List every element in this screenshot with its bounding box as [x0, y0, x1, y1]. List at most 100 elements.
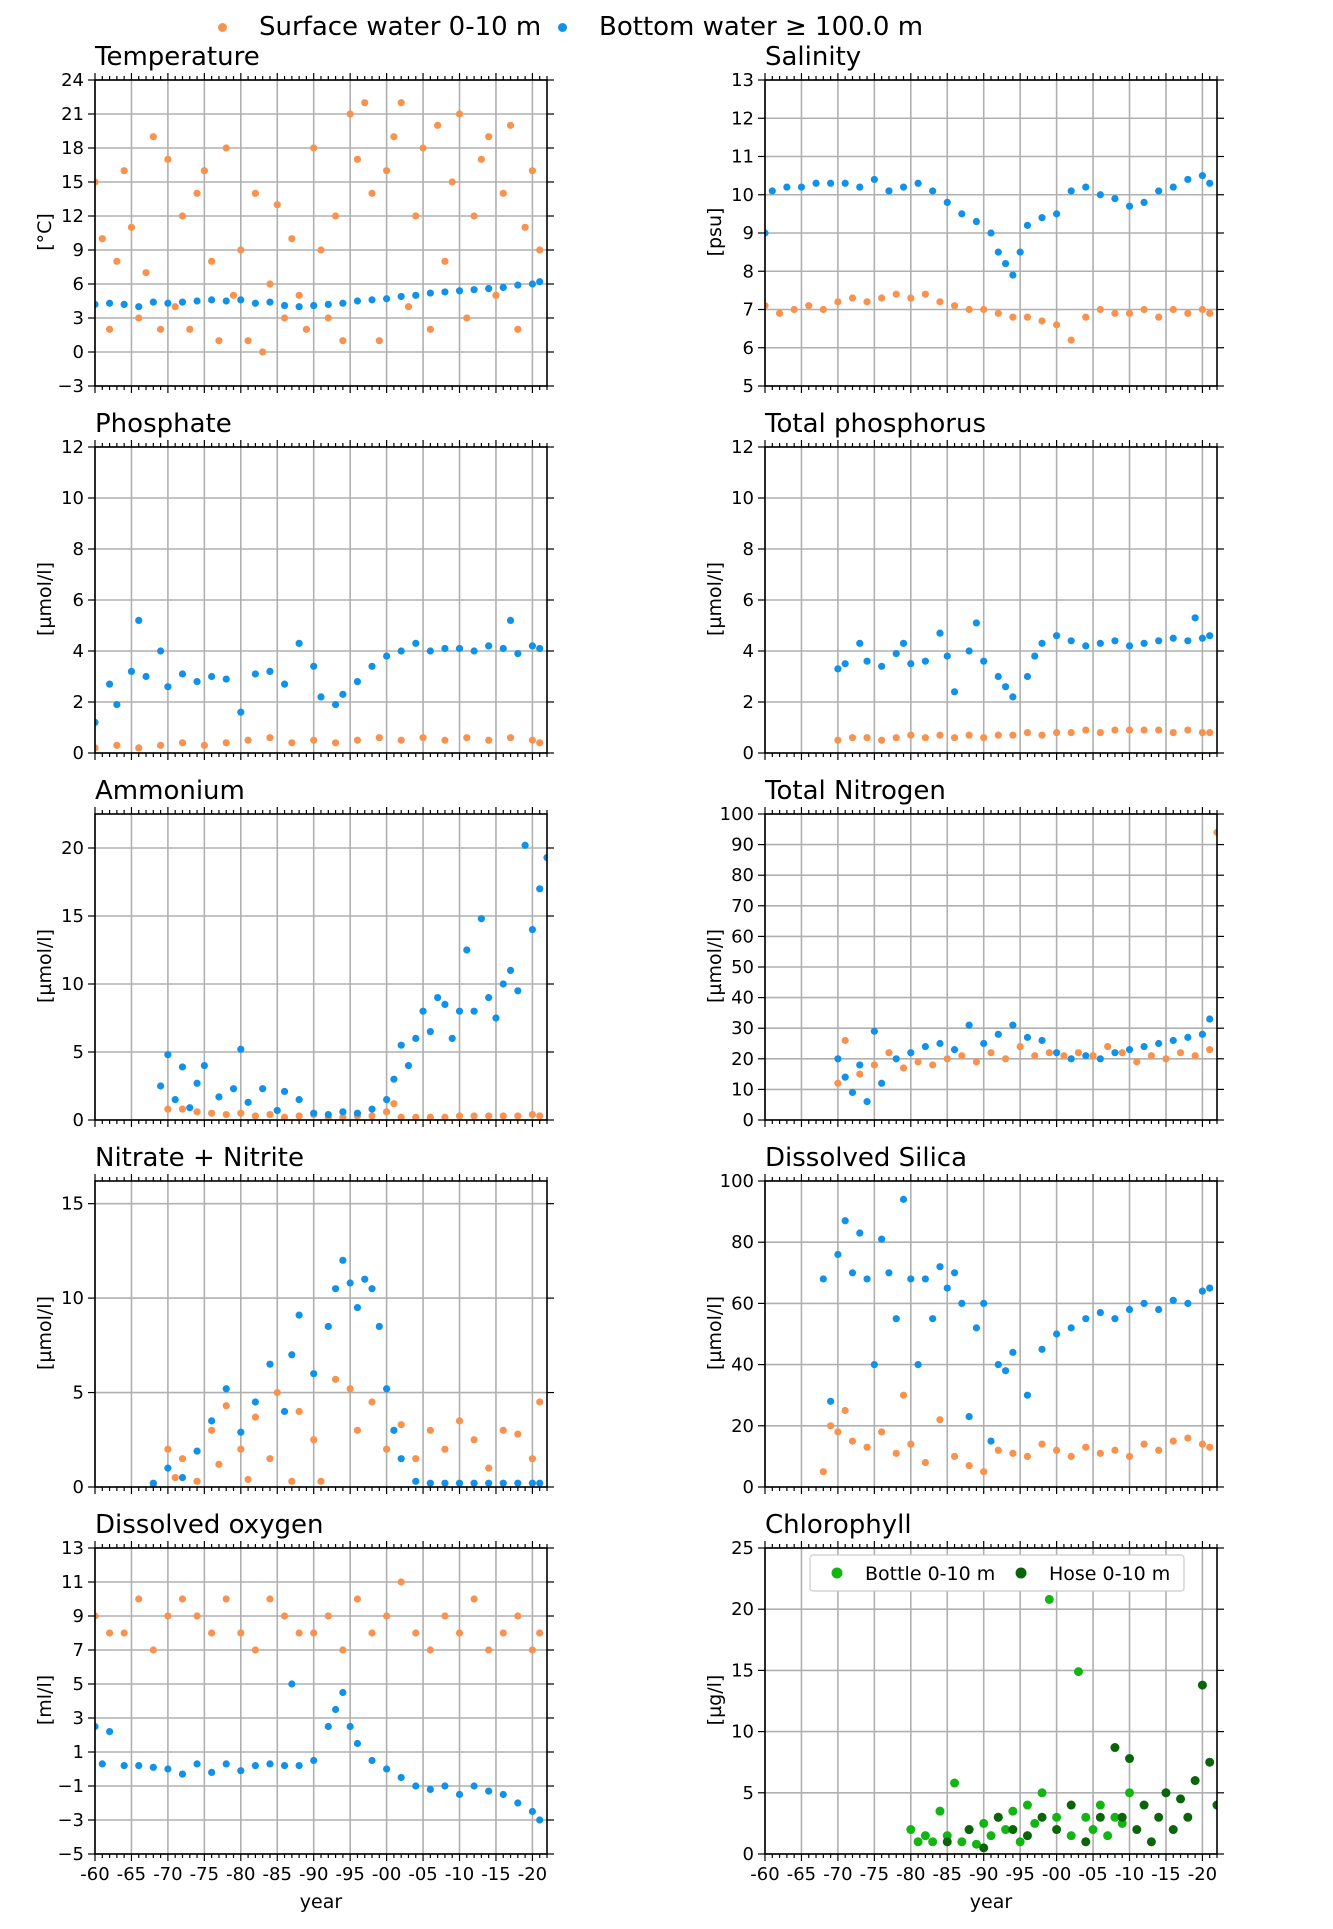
point-surface: [470, 1436, 478, 1444]
point-surface: [1053, 1446, 1061, 1454]
point-bottom: [536, 1479, 544, 1487]
point-bottom: [834, 1250, 842, 1259]
y-tick-label: 60: [731, 1293, 754, 1314]
point-bottom: [426, 647, 434, 655]
point-bottom: [310, 1109, 318, 1117]
point-surface: [1104, 1042, 1112, 1051]
point-surface: [95, 1612, 99, 1620]
y-tick-label: 9: [73, 240, 84, 261]
point-bottom: [375, 1322, 383, 1331]
point-hose: [1146, 1837, 1156, 1847]
figure-legend: Surface water 0-10 m Bottom water ≥ 100.…: [0, 8, 1333, 42]
point-bottom: [470, 1007, 478, 1015]
point-bottom: [1096, 639, 1104, 647]
x-tick-label: -10: [1115, 1864, 1144, 1885]
point-surface: [426, 1113, 434, 1120]
y-tick-label: −3: [57, 376, 84, 397]
point-bottom: [178, 670, 187, 678]
point-bottom: [120, 1762, 128, 1770]
point-bottom: [127, 667, 136, 675]
point-bottle: [1044, 1594, 1054, 1604]
point-bottom: [193, 1447, 201, 1455]
point-surface: [164, 1105, 172, 1113]
point-bottom: [1198, 1030, 1207, 1038]
chart-title: Temperature: [95, 42, 260, 72]
point-bottom: [324, 300, 332, 308]
point-surface: [390, 1100, 398, 1108]
point-surface: [455, 1417, 464, 1425]
point-bottom: [1125, 642, 1134, 650]
data-points: [95, 1578, 544, 1824]
point-bottom: [841, 1217, 849, 1225]
point-bottom: [339, 690, 347, 698]
point-surface: [1125, 726, 1134, 734]
y-tick-label: 10: [731, 1722, 754, 1743]
point-bottom: [346, 1279, 354, 1287]
point-surface: [200, 167, 208, 175]
chart-svg: 0 5 10 15 20 25 -60 -65 -70 -75 -80 -85 -90 -95 -00 -05…: [731, 1538, 1224, 1913]
point-bottom: [390, 1426, 398, 1434]
point-surface: [958, 1052, 966, 1060]
point-bottom: [95, 718, 99, 726]
point-bottom: [397, 292, 405, 301]
point-surface: [899, 1391, 908, 1399]
point-bottom: [1125, 1046, 1134, 1054]
point-bottom: [1067, 187, 1075, 195]
point-bottom: [536, 1816, 544, 1824]
y-tick-label: 10: [61, 974, 84, 995]
y-tick-label: 0: [743, 1110, 754, 1131]
y-tick-label: 8: [743, 261, 754, 282]
point-bottle: [1022, 1800, 1032, 1810]
point-surface: [222, 1110, 230, 1119]
chart-svg: 0 2 4 6 8 10 12: [731, 437, 1224, 764]
point-bottom: [536, 644, 544, 653]
point-surface: [506, 734, 515, 742]
point-surface: [1147, 1052, 1155, 1060]
x-tick-label: -85: [933, 1864, 962, 1885]
point-surface: [1096, 1449, 1104, 1457]
point-bottom: [120, 300, 128, 308]
point-bottom: [543, 853, 547, 862]
chart-legend: Bottle 0-10 m Hose 0-10 m: [809, 1554, 1185, 1592]
point-surface: [1038, 317, 1046, 325]
point-bottom: [164, 299, 172, 307]
point-bottom: [1096, 1308, 1104, 1317]
point-hose: [942, 1837, 952, 1847]
point-surface: [1067, 729, 1075, 737]
point-bottom: [331, 700, 340, 709]
point-surface: [441, 1113, 449, 1120]
y-tick-label: 2: [743, 692, 754, 713]
point-bottom: [1184, 1299, 1192, 1307]
point-surface: [1074, 1049, 1083, 1057]
point-bottom: [455, 644, 464, 653]
plot-frame: [94, 1547, 548, 1855]
x-tick-label: -60: [750, 1864, 779, 1885]
point-surface: [441, 736, 449, 744]
chart-svg: 0 10 20 30 40 50 60 70 80 90 100: [720, 804, 1224, 1131]
x-tick-label: -15: [1151, 1864, 1180, 1885]
point-bottom: [455, 287, 464, 295]
point-bottom: [412, 1477, 420, 1485]
point-bottom: [1082, 1315, 1090, 1323]
point-bottom: [1125, 1305, 1134, 1314]
point-surface: [499, 189, 507, 197]
point-bottom: [1140, 198, 1148, 206]
point-surface: [470, 1595, 478, 1603]
point-bottom: [105, 299, 114, 307]
x-tick-label: -60: [80, 1864, 109, 1885]
point-surface: [1089, 1052, 1097, 1060]
point-bottom: [295, 303, 303, 311]
point-surface: [1001, 1055, 1010, 1063]
chart-svg: 0 5 10 15: [61, 1174, 554, 1498]
point-bottom: [1023, 672, 1032, 681]
point-bottom: [339, 1256, 347, 1264]
point-bottom: [441, 288, 449, 296]
chart-title: Nitrate + Nitrite: [95, 1143, 304, 1173]
x-tick-label: -15: [481, 1864, 510, 1885]
point-surface: [492, 291, 500, 299]
point-bottom: [455, 1007, 464, 1015]
y-tick-label: 0: [73, 1110, 84, 1131]
y-tick-label: 20: [61, 838, 84, 859]
point-bottom: [178, 1473, 187, 1482]
point-surface: [404, 303, 413, 311]
